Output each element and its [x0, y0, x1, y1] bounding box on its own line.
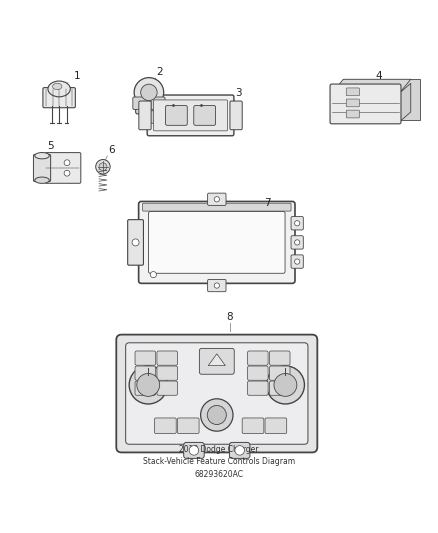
- Circle shape: [207, 406, 226, 424]
- Polygon shape: [343, 79, 420, 119]
- Text: 7: 7: [264, 198, 271, 208]
- Circle shape: [141, 84, 157, 101]
- FancyBboxPatch shape: [247, 351, 268, 365]
- Circle shape: [137, 374, 159, 397]
- Circle shape: [214, 283, 219, 288]
- FancyBboxPatch shape: [43, 87, 75, 108]
- Circle shape: [294, 240, 300, 245]
- Circle shape: [274, 374, 297, 397]
- Polygon shape: [208, 354, 226, 366]
- FancyBboxPatch shape: [269, 366, 290, 380]
- FancyBboxPatch shape: [45, 152, 81, 183]
- Circle shape: [64, 170, 70, 176]
- FancyBboxPatch shape: [247, 381, 268, 395]
- FancyBboxPatch shape: [291, 236, 303, 249]
- FancyBboxPatch shape: [153, 100, 228, 131]
- FancyBboxPatch shape: [136, 91, 162, 114]
- Circle shape: [132, 239, 139, 246]
- Circle shape: [294, 259, 300, 264]
- FancyBboxPatch shape: [33, 155, 51, 182]
- FancyBboxPatch shape: [230, 101, 242, 130]
- FancyBboxPatch shape: [177, 418, 199, 433]
- FancyBboxPatch shape: [291, 216, 303, 230]
- FancyBboxPatch shape: [291, 255, 303, 268]
- FancyBboxPatch shape: [143, 203, 291, 211]
- FancyBboxPatch shape: [346, 110, 360, 118]
- FancyBboxPatch shape: [147, 95, 234, 136]
- Ellipse shape: [48, 81, 70, 97]
- Text: 4: 4: [375, 71, 382, 81]
- Circle shape: [129, 366, 167, 404]
- FancyBboxPatch shape: [155, 418, 176, 433]
- Circle shape: [235, 446, 244, 455]
- FancyBboxPatch shape: [184, 442, 204, 458]
- FancyBboxPatch shape: [247, 366, 268, 380]
- FancyBboxPatch shape: [135, 381, 155, 395]
- FancyBboxPatch shape: [128, 220, 143, 265]
- FancyBboxPatch shape: [135, 366, 155, 380]
- FancyBboxPatch shape: [138, 201, 295, 284]
- Ellipse shape: [35, 152, 49, 159]
- Text: 1: 1: [73, 71, 80, 81]
- FancyBboxPatch shape: [126, 343, 308, 444]
- FancyBboxPatch shape: [141, 111, 157, 123]
- FancyBboxPatch shape: [157, 351, 177, 365]
- FancyBboxPatch shape: [135, 351, 155, 365]
- FancyBboxPatch shape: [199, 349, 234, 374]
- Ellipse shape: [35, 177, 49, 183]
- Text: 3: 3: [235, 88, 242, 99]
- FancyBboxPatch shape: [265, 418, 287, 433]
- FancyBboxPatch shape: [157, 366, 177, 380]
- FancyBboxPatch shape: [151, 97, 165, 109]
- FancyBboxPatch shape: [242, 418, 264, 433]
- Circle shape: [150, 271, 156, 278]
- Text: 2018 Dodge Charger
Stack-Vehicle Feature Controls Diagram
68293620AC: 2018 Dodge Charger Stack-Vehicle Feature…: [143, 445, 295, 479]
- FancyBboxPatch shape: [208, 279, 226, 292]
- FancyBboxPatch shape: [194, 106, 215, 125]
- FancyBboxPatch shape: [148, 212, 285, 273]
- FancyBboxPatch shape: [346, 88, 360, 96]
- Text: 2: 2: [156, 67, 163, 77]
- Circle shape: [214, 197, 219, 202]
- FancyBboxPatch shape: [166, 106, 187, 125]
- FancyBboxPatch shape: [133, 97, 147, 109]
- Circle shape: [134, 78, 164, 107]
- Circle shape: [95, 159, 110, 174]
- Ellipse shape: [53, 83, 62, 90]
- Circle shape: [266, 366, 304, 404]
- FancyBboxPatch shape: [346, 99, 360, 107]
- Circle shape: [189, 446, 199, 455]
- Text: 6: 6: [108, 146, 115, 156]
- FancyBboxPatch shape: [116, 335, 317, 453]
- FancyBboxPatch shape: [139, 101, 151, 130]
- Circle shape: [99, 163, 107, 171]
- Circle shape: [64, 160, 70, 166]
- FancyBboxPatch shape: [330, 84, 401, 124]
- Circle shape: [294, 221, 300, 226]
- Polygon shape: [399, 83, 411, 122]
- FancyBboxPatch shape: [269, 381, 290, 395]
- FancyBboxPatch shape: [208, 193, 226, 205]
- Polygon shape: [332, 79, 411, 93]
- Circle shape: [201, 399, 233, 431]
- FancyBboxPatch shape: [269, 351, 290, 365]
- FancyBboxPatch shape: [230, 442, 250, 458]
- Text: 8: 8: [226, 312, 233, 322]
- FancyBboxPatch shape: [157, 381, 177, 395]
- Text: 5: 5: [47, 141, 54, 151]
